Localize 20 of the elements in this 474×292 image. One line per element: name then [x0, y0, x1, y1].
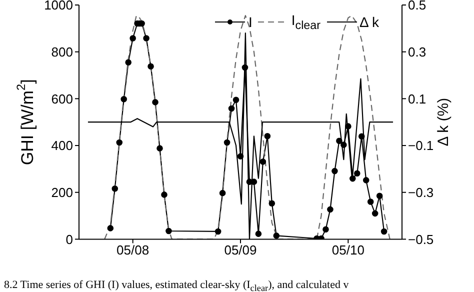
x-tick-label: 05/09	[224, 242, 257, 258]
y2-axis-title: Δ k (%)	[434, 98, 452, 146]
y2-tick-label: −0.5	[408, 232, 434, 247]
y-tick-label: 200	[51, 184, 73, 200]
y-tick-label: 0	[66, 232, 73, 247]
legend-label: I$_{clear}$	[291, 12, 321, 32]
legend-label: Δ k	[360, 14, 379, 30]
y2-tick-label: −0.1	[408, 138, 434, 154]
y2-tick-label: 0.5	[408, 0, 426, 13]
x-tick-label: 05/08	[116, 242, 150, 258]
y-tick-label: 1000	[44, 0, 73, 13]
legend-label: I	[248, 14, 252, 30]
y-tick-label: 600	[51, 91, 73, 106]
y-tick-label: 800	[51, 44, 73, 60]
x-tick-label: 05/10	[332, 242, 364, 258]
y2-tick-label: 0.1	[408, 91, 426, 106]
y-tick-label: 400	[51, 138, 73, 154]
y2-tick-label: 0.3	[408, 44, 426, 60]
text: 8.2 Time series of GHI (I) values, estimated clear-sky (I$_{clear}$), and calculated v	[3, 279, 350, 292]
y2-tick-label: −0.3	[408, 184, 434, 200]
